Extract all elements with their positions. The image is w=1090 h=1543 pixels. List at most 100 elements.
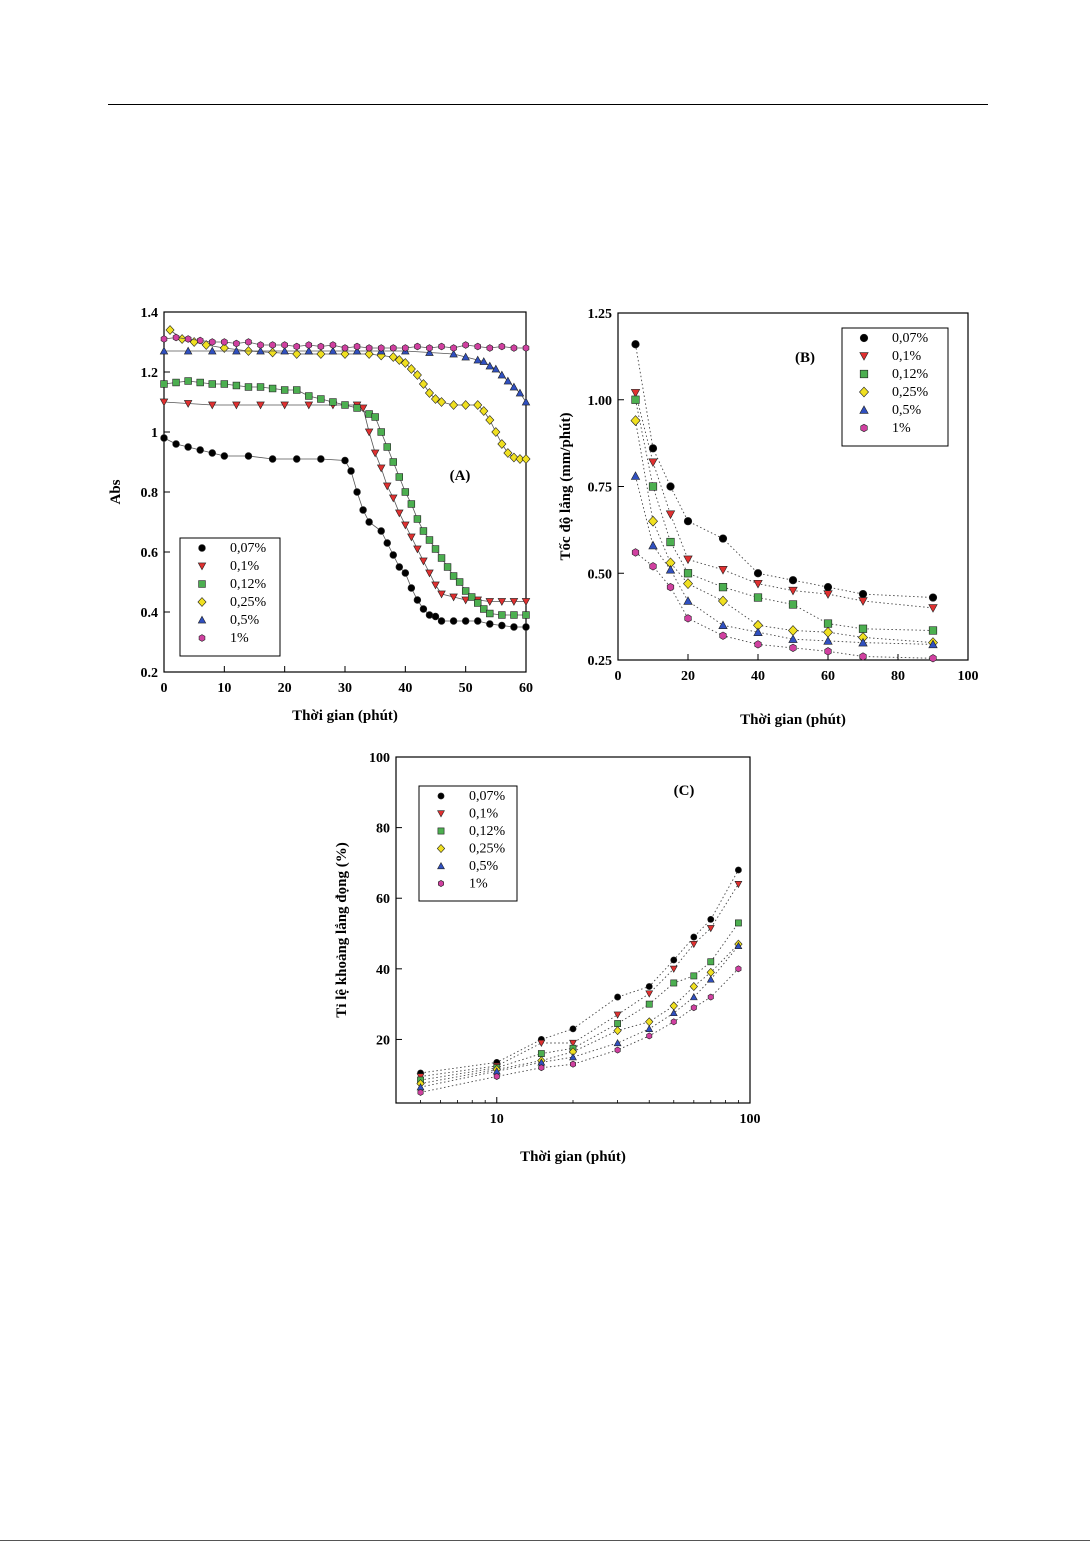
data-point	[377, 428, 385, 436]
data-point	[419, 605, 428, 613]
data-point	[684, 614, 692, 623]
data-point	[669, 1001, 678, 1011]
data-point	[407, 500, 416, 508]
data-point	[383, 539, 391, 547]
data-point	[537, 1039, 546, 1048]
data-point	[645, 983, 653, 990]
data-point	[220, 380, 229, 388]
data-point	[665, 510, 676, 520]
legend-label: 0,07%	[892, 331, 929, 346]
data-point	[479, 357, 489, 365]
data-point	[707, 958, 715, 966]
data-point	[425, 536, 434, 544]
data-point	[788, 600, 798, 609]
data-point	[196, 446, 204, 454]
legend-box	[841, 327, 949, 447]
panel-label: (C)	[674, 783, 695, 799]
data-point	[304, 346, 314, 355]
series-0	[160, 434, 530, 631]
data-point	[734, 881, 743, 889]
series-line	[635, 344, 934, 598]
data-point	[928, 604, 938, 613]
series-line	[420, 945, 739, 1088]
data-point	[304, 401, 314, 410]
data-point	[735, 965, 742, 973]
legend-marker	[438, 880, 444, 887]
data-point	[510, 623, 518, 631]
data-point	[718, 534, 728, 543]
x-tick-label: 100	[958, 669, 979, 684]
data-point	[389, 494, 398, 503]
x-axis-title: Thời gian (phút)	[292, 708, 398, 724]
data-point	[735, 866, 742, 874]
legend-label: 0,07%	[469, 789, 506, 804]
data-point	[172, 378, 180, 387]
data-point	[631, 395, 640, 404]
data-point	[683, 569, 693, 578]
data-point	[461, 352, 470, 361]
data-point	[509, 598, 519, 606]
data-point	[467, 593, 476, 601]
data-point	[689, 993, 698, 1001]
x-tick-label: 60	[519, 681, 533, 696]
panel-label: (A)	[450, 468, 471, 484]
data-point	[401, 569, 410, 577]
data-point	[669, 1008, 678, 1017]
data-point	[683, 555, 693, 565]
data-point	[449, 617, 458, 625]
series-1	[416, 881, 743, 1081]
series-line	[635, 420, 934, 644]
data-point	[232, 346, 241, 355]
x-tick-label: 10	[217, 681, 231, 696]
legend-marker	[437, 827, 445, 835]
y-tick-label: 60	[376, 892, 390, 907]
data-point	[426, 344, 433, 352]
data-point	[401, 521, 410, 530]
data-point	[183, 400, 193, 408]
data-point	[631, 548, 640, 557]
series-2	[160, 377, 530, 619]
data-point	[670, 1018, 677, 1026]
data-point	[666, 582, 675, 592]
header-rule	[108, 104, 988, 105]
data-point	[645, 990, 654, 998]
chart-b-settling-rate: 0 20 40 60 80 100 0.25 0.50 0.75 1.00 1.25 Thời gia…	[558, 307, 979, 728]
legend-label: 0,12%	[230, 577, 267, 592]
data-point	[515, 388, 525, 397]
data-point	[449, 400, 459, 410]
data-point	[347, 467, 355, 475]
data-point	[208, 449, 216, 457]
data-point	[497, 598, 507, 606]
data-point	[317, 395, 325, 403]
data-point	[401, 488, 410, 496]
data-point	[317, 455, 325, 463]
data-point	[377, 344, 385, 352]
data-point	[670, 956, 678, 964]
data-point	[268, 384, 277, 393]
legend-marker	[197, 562, 207, 571]
y-tick-label: 1.4	[141, 306, 159, 321]
data-point	[268, 347, 278, 358]
data-point	[407, 584, 416, 592]
series-line	[420, 922, 739, 1081]
y-tick-label: 0.75	[588, 481, 613, 496]
data-point	[160, 434, 168, 442]
data-point	[645, 1000, 653, 1008]
data-point	[196, 378, 204, 387]
data-point	[753, 627, 763, 636]
data-point	[201, 340, 211, 350]
data-point	[413, 596, 422, 604]
data-point	[613, 1011, 622, 1019]
data-point	[537, 1050, 545, 1057]
series-line	[420, 968, 739, 1093]
data-point	[232, 381, 241, 390]
data-point	[788, 625, 798, 636]
data-point	[437, 554, 446, 562]
data-point	[165, 325, 175, 335]
data-point	[503, 448, 513, 458]
data-point	[928, 593, 938, 602]
data-point	[219, 343, 229, 353]
y-tick-label: 100	[369, 751, 390, 766]
data-point	[359, 506, 367, 514]
data-point	[719, 631, 727, 640]
